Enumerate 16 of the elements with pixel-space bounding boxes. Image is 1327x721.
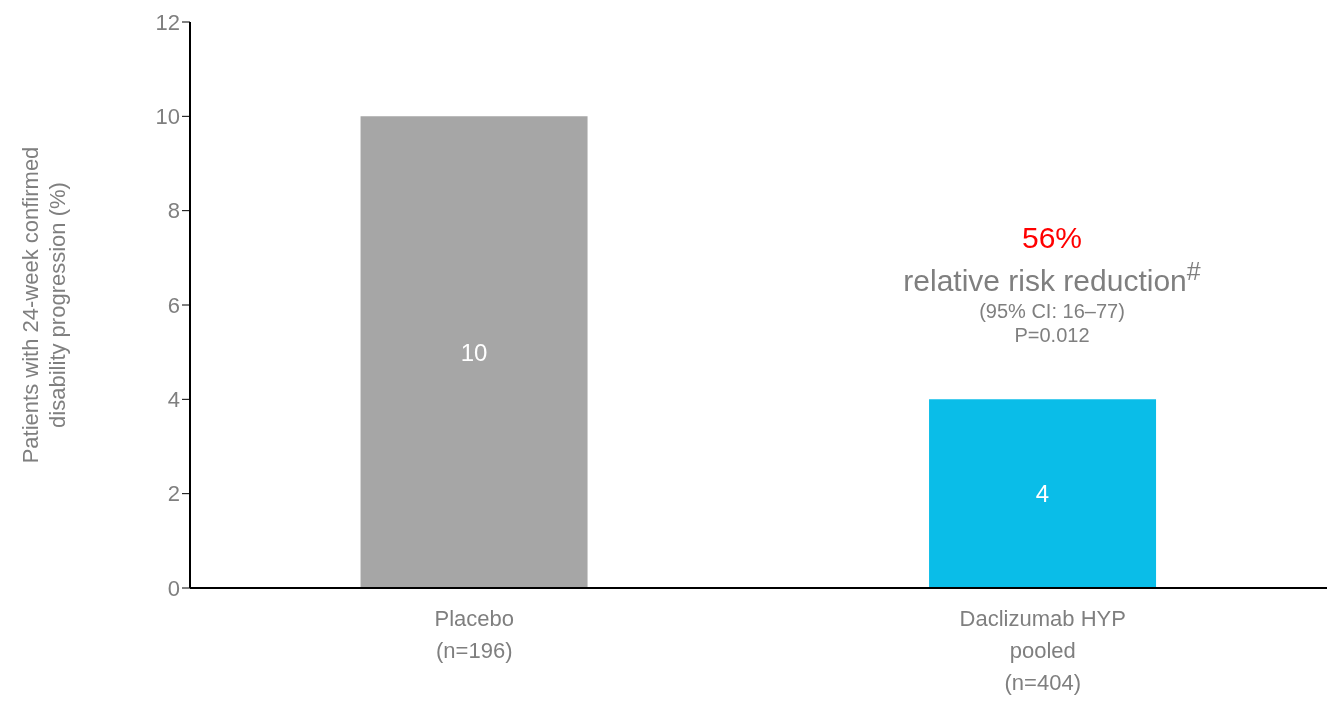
x-tick-label: Daclizumab HYP pooled (n=404) — [959, 606, 1126, 695]
annotation: (95% CI: 16–77) — [978, 299, 1126, 323]
y-tick-label: 4 — [167, 387, 180, 413]
y-tick-label: 8 — [167, 198, 180, 224]
annotation: relative risk reduction$^{#}$ — [902, 256, 1202, 299]
y-tick-label: 2 — [167, 481, 180, 507]
x-tick-label: Placebo (n=196) — [434, 606, 515, 663]
y-tick-label: 6 — [167, 292, 180, 318]
y-tick-label: 0 — [167, 575, 180, 601]
y-axis-title: Patients with 24-week confirmed disability progression (%) — [18, 146, 70, 464]
data-label: 10 — [460, 338, 488, 366]
annotation: 56% — [1020, 220, 1083, 256]
annotation: P=0.012 — [1013, 323, 1091, 347]
data-label: 4 — [1035, 480, 1050, 508]
y-tick-label: 12 — [155, 9, 180, 35]
y-tick-label: 10 — [155, 104, 180, 130]
